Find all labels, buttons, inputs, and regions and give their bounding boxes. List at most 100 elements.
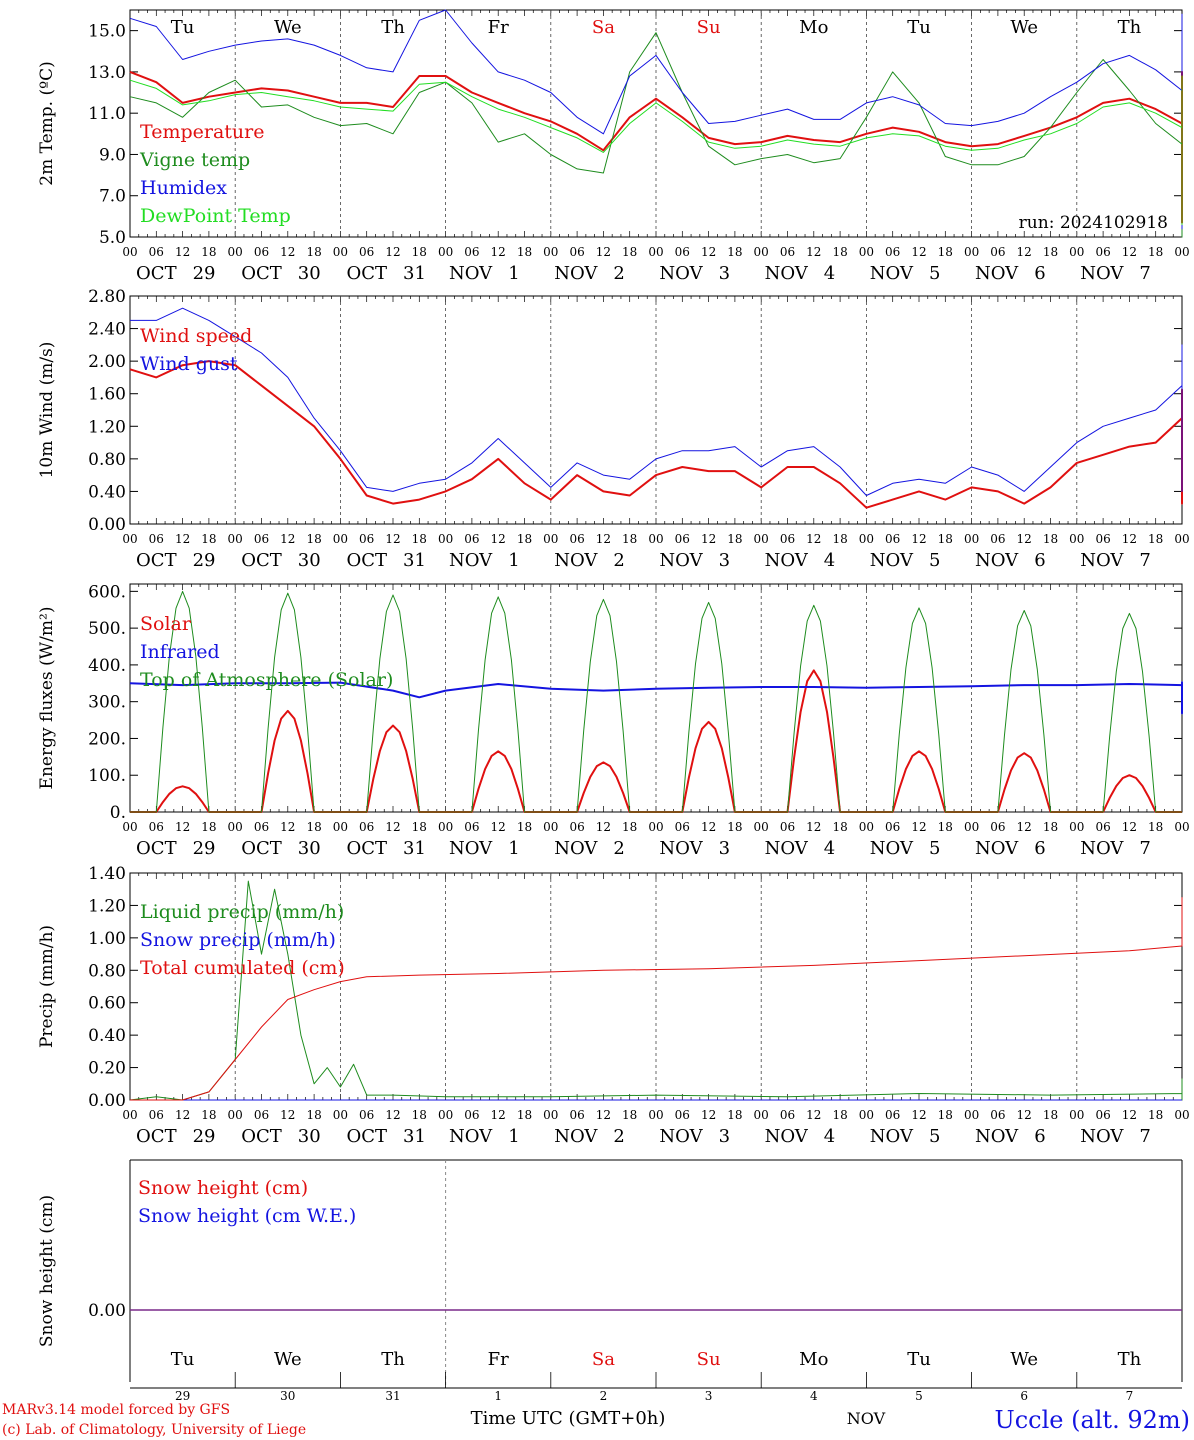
date-month-label: NOV	[765, 263, 809, 284]
weekday-label: Tu	[907, 1349, 931, 1370]
hour-tick-label: 06	[569, 1108, 584, 1122]
hour-tick-label: 00	[543, 532, 558, 546]
hour-tick-label: 18	[306, 1108, 321, 1122]
y-tick-label: 7.0	[99, 187, 126, 207]
hour-tick-label: 18	[306, 820, 321, 834]
hour-tick-label: 00	[228, 1108, 243, 1122]
date-month-label: NOV	[659, 263, 703, 284]
hour-tick-label: 06	[254, 1108, 269, 1122]
weekday-label: Sa	[592, 1349, 615, 1370]
footer-day-number: 1	[494, 1389, 502, 1403]
y-axis-label: Snow height (cm)	[37, 1195, 57, 1347]
hour-tick-label: 00	[1174, 245, 1189, 259]
hour-tick-label: 18	[1148, 245, 1163, 259]
date-day-label: 6	[1034, 1126, 1045, 1147]
weekday-label: Th	[381, 17, 405, 38]
series-line-1	[129, 880, 1183, 1101]
y-tick-label: 1.40	[88, 864, 126, 884]
hour-tick-label: 12	[1122, 245, 1137, 259]
hour-tick-label: 00	[333, 245, 348, 259]
hour-tick-label: 06	[990, 245, 1005, 259]
hour-tick-label: 06	[780, 1108, 795, 1122]
y-axis-label: 2m Temp. (ºC)	[37, 61, 57, 186]
panel-4: 0.00 0.20 0.40 0.60 0.80 1.00 1.20 1.40 Precip (…	[37, 864, 1190, 1147]
hour-tick-label: 18	[938, 1108, 953, 1122]
hour-tick-label: 06	[359, 532, 374, 546]
y-tick-label: 2.00	[88, 352, 126, 372]
date-day-label: 5	[929, 550, 940, 571]
date-day-label: 30	[298, 263, 321, 284]
hour-tick-label: 18	[201, 245, 216, 259]
date-month-label: NOV	[1080, 550, 1124, 571]
hour-tick-label: 12	[280, 820, 295, 834]
date-month-label: NOV	[659, 1126, 703, 1147]
hour-tick-label: 00	[964, 245, 979, 259]
date-day-label: 29	[193, 838, 216, 859]
date-month-label: NOV	[975, 263, 1019, 284]
hour-tick-label: 06	[885, 820, 900, 834]
hour-tick-label: 00	[543, 1108, 558, 1122]
y-tick-label: 2.80	[88, 287, 126, 307]
date-day-label: 4	[824, 1126, 835, 1147]
hour-tick-label: 12	[806, 245, 821, 259]
hour-tick-label: 18	[412, 245, 427, 259]
date-month-label: NOV	[765, 1126, 809, 1147]
hour-tick-label: 18	[727, 245, 742, 259]
hour-tick-label: 00	[754, 245, 769, 259]
date-month-label: NOV	[1080, 1126, 1124, 1147]
y-tick-label: 0.00	[88, 515, 126, 535]
hour-tick-label: 18	[1148, 820, 1163, 834]
series-line-3	[130, 590, 1182, 813]
date-day-label: 5	[929, 1126, 940, 1147]
date-month-label: OCT	[136, 1126, 177, 1147]
footer-credit-line: (c) Lab. of Climatology, University of L…	[2, 1422, 306, 1438]
date-day-label: 1	[508, 263, 519, 284]
date-month-label: NOV	[975, 838, 1019, 859]
date-month-label: OCT	[346, 263, 387, 284]
date-month-label: NOV	[870, 550, 914, 571]
y-tick-label: 300.	[88, 693, 126, 713]
date-day-label: 3	[719, 550, 730, 571]
hour-tick-label: 18	[832, 532, 847, 546]
y-tick-label: 5.0	[99, 228, 126, 248]
date-month-label: NOV	[1080, 838, 1124, 859]
hour-tick-label: 12	[280, 245, 295, 259]
hour-tick-label: 12	[596, 245, 611, 259]
time-axis-label: Time UTC (GMT+0h)	[471, 1408, 666, 1429]
run-label: run: 2024102918	[1019, 213, 1168, 233]
hour-tick-label: 18	[938, 532, 953, 546]
date-month-label: NOV	[554, 263, 598, 284]
hour-tick-label: 18	[201, 1108, 216, 1122]
legend-entry: Snow height (cm)	[138, 1177, 308, 1199]
hour-tick-label: 06	[464, 245, 479, 259]
date-day-label: 4	[824, 263, 835, 284]
y-tick-label: 100.	[88, 766, 126, 786]
date-day-label: 1	[508, 838, 519, 859]
date-month-label: OCT	[136, 550, 177, 571]
hour-tick-label: 06	[254, 532, 269, 546]
hour-tick-label: 18	[201, 532, 216, 546]
hour-tick-label: 00	[333, 820, 348, 834]
hour-tick-label: 12	[701, 1108, 716, 1122]
hour-tick-label: 00	[438, 820, 453, 834]
hour-tick-label: 12	[385, 245, 400, 259]
date-day-label: 6	[1034, 838, 1045, 859]
y-tick-label: 0.00	[88, 1301, 126, 1321]
hour-tick-label: 06	[675, 820, 690, 834]
date-day-label: 3	[719, 1126, 730, 1147]
hour-tick-label: 12	[911, 245, 926, 259]
hour-tick-label: 00	[1174, 820, 1189, 834]
hour-tick-label: 06	[464, 532, 479, 546]
series-line-3	[130, 897, 1183, 1101]
hour-tick-label: 18	[622, 820, 637, 834]
date-day-label: 7	[1139, 550, 1150, 571]
date-month-label: NOV	[870, 1126, 914, 1147]
hour-tick-label: 00	[122, 532, 137, 546]
hour-tick-label: 00	[648, 1108, 663, 1122]
date-day-label: 5	[929, 838, 940, 859]
hour-tick-label: 18	[201, 820, 216, 834]
date-month-label: OCT	[346, 550, 387, 571]
footer-model-line: MARv3.14 model forced by GFS	[2, 1402, 230, 1418]
y-tick-label: 0.60	[88, 994, 126, 1014]
